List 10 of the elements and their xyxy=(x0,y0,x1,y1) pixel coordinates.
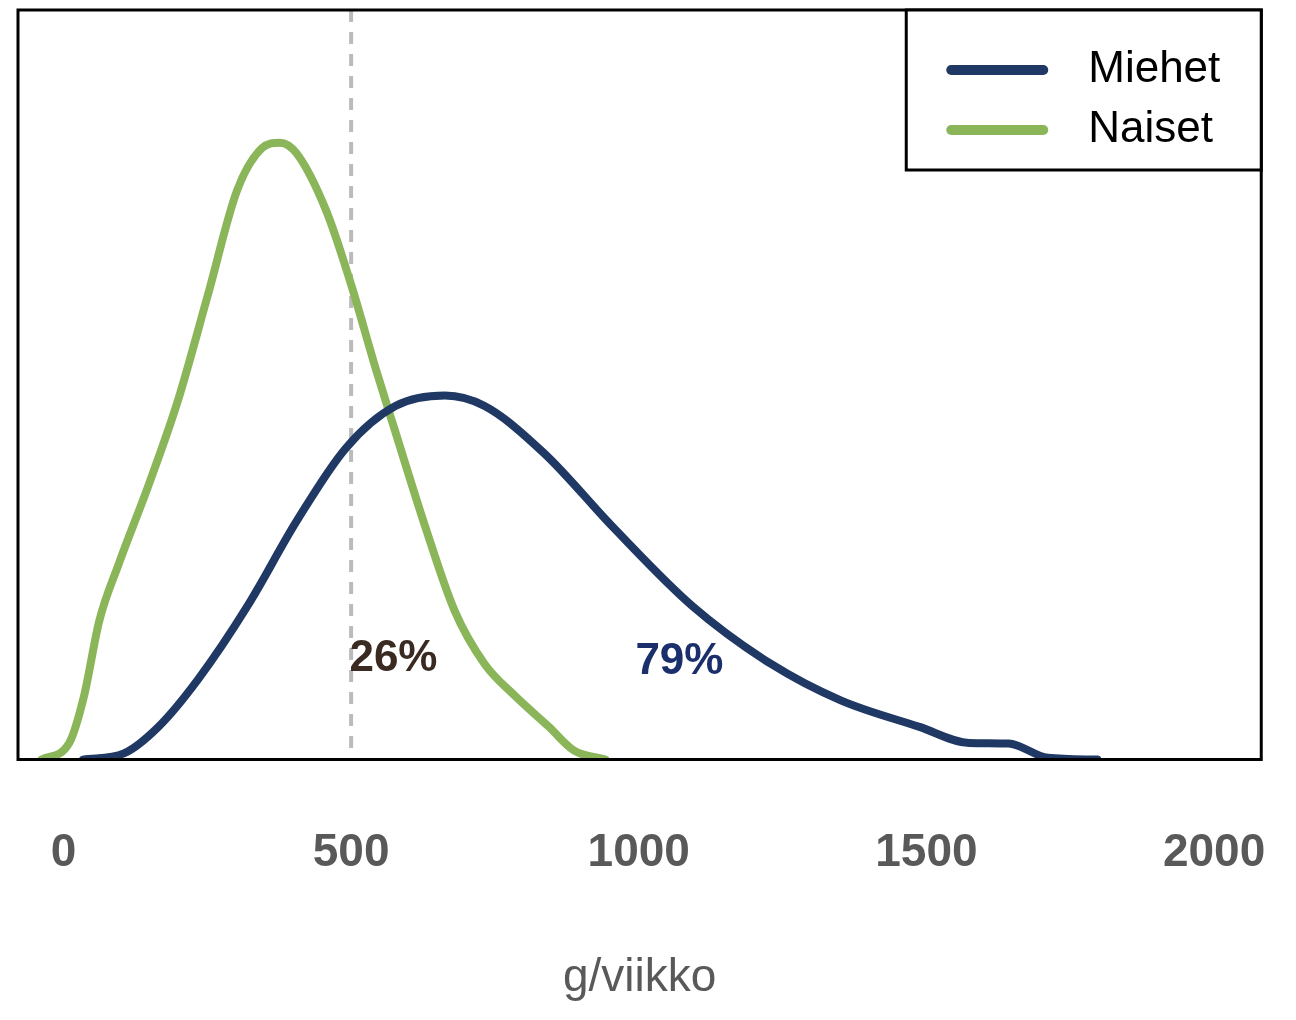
x-tick-label: 2000 xyxy=(1162,823,1266,876)
x-tick-label: 500 xyxy=(312,823,390,876)
x-tick-label: 0 xyxy=(50,823,77,876)
x-axis-title: g/viikko xyxy=(562,949,717,1002)
legend-label: Miehet xyxy=(1088,42,1221,92)
annotation: 26% xyxy=(349,630,438,680)
annotation: 79% xyxy=(635,634,724,684)
x-tick-label: 1500 xyxy=(875,823,978,876)
x-tick-label: 1000 xyxy=(587,823,690,876)
legend-label: Naiset xyxy=(1088,102,1213,152)
